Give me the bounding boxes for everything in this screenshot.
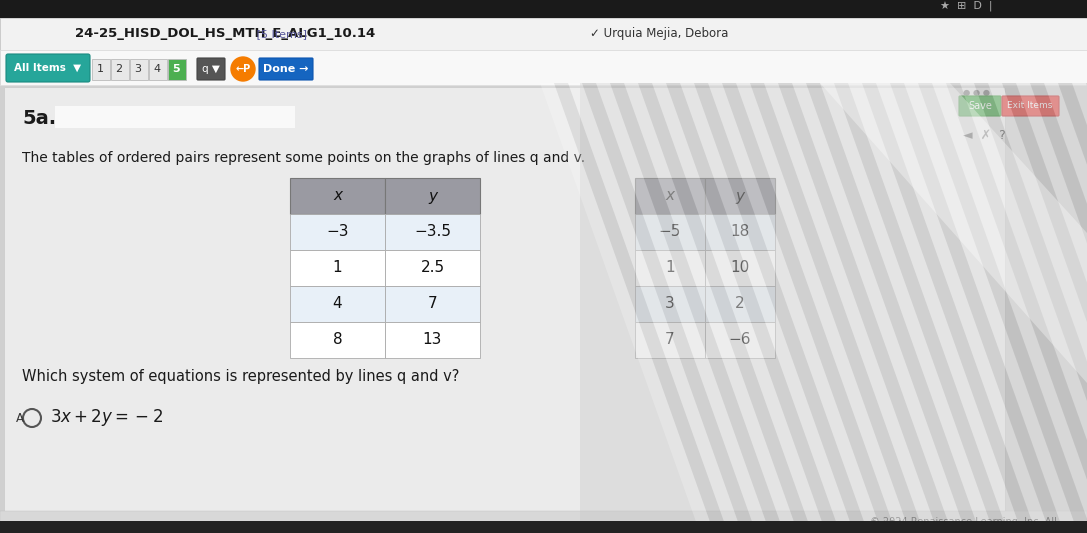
Text: ◄  ✗  ?: ◄ ✗ ? <box>963 128 1005 141</box>
FancyBboxPatch shape <box>290 214 385 250</box>
Text: 5a.: 5a. <box>22 109 57 127</box>
Polygon shape <box>932 83 1087 533</box>
FancyBboxPatch shape <box>705 286 775 322</box>
FancyBboxPatch shape <box>635 286 705 322</box>
Polygon shape <box>890 83 1064 533</box>
Text: −3: −3 <box>326 224 349 239</box>
Text: 5: 5 <box>172 64 179 74</box>
FancyBboxPatch shape <box>0 18 1087 50</box>
Polygon shape <box>708 83 882 533</box>
FancyBboxPatch shape <box>259 58 313 80</box>
Polygon shape <box>680 83 854 533</box>
Polygon shape <box>554 83 728 533</box>
Text: A: A <box>16 411 24 424</box>
Polygon shape <box>610 83 784 533</box>
Polygon shape <box>876 83 1050 533</box>
Text: 24-25_HISD_DOL_HS_MTH_E_ALG1_10.14: 24-25_HISD_DOL_HS_MTH_E_ALG1_10.14 <box>75 28 375 41</box>
FancyBboxPatch shape <box>959 96 1001 116</box>
Polygon shape <box>569 83 742 533</box>
FancyBboxPatch shape <box>290 250 385 286</box>
Polygon shape <box>1016 83 1087 533</box>
Text: 2.5: 2.5 <box>421 261 445 276</box>
Polygon shape <box>805 83 980 533</box>
Polygon shape <box>1030 83 1087 533</box>
Text: 8: 8 <box>333 333 342 348</box>
FancyBboxPatch shape <box>290 322 385 358</box>
Polygon shape <box>792 83 966 533</box>
Polygon shape <box>694 83 869 533</box>
Polygon shape <box>736 83 910 533</box>
Text: $3x + 2y = -2$: $3x + 2y = -2$ <box>50 408 163 429</box>
Polygon shape <box>904 83 1078 533</box>
FancyBboxPatch shape <box>385 178 480 214</box>
Polygon shape <box>652 83 826 533</box>
FancyBboxPatch shape <box>167 59 186 79</box>
FancyBboxPatch shape <box>7 54 90 82</box>
Text: 7: 7 <box>427 296 437 311</box>
Polygon shape <box>960 83 1087 533</box>
Polygon shape <box>834 83 1008 533</box>
FancyBboxPatch shape <box>705 322 775 358</box>
FancyBboxPatch shape <box>55 106 295 128</box>
Text: The tables of ordered pairs represent some points on the graphs of lines q and v: The tables of ordered pairs represent so… <box>22 151 585 165</box>
Text: −3.5: −3.5 <box>414 224 451 239</box>
Text: 2: 2 <box>735 296 745 311</box>
Text: © 2024 Renaissance Learning, Inc. All: © 2024 Renaissance Learning, Inc. All <box>870 517 1057 527</box>
Text: y: y <box>428 189 437 204</box>
FancyBboxPatch shape <box>149 59 166 79</box>
Polygon shape <box>582 83 755 533</box>
Text: Save: Save <box>969 101 992 111</box>
FancyBboxPatch shape <box>385 322 480 358</box>
Text: ●  ❋  ☐: ● ❋ ☐ <box>465 521 514 533</box>
FancyBboxPatch shape <box>0 0 1087 18</box>
FancyBboxPatch shape <box>129 59 148 79</box>
Polygon shape <box>1058 83 1087 533</box>
FancyBboxPatch shape <box>635 178 705 214</box>
Polygon shape <box>750 83 924 533</box>
Polygon shape <box>919 83 1087 533</box>
Text: y: y <box>736 189 745 204</box>
Text: −6: −6 <box>728 333 751 348</box>
Text: 7: 7 <box>665 333 675 348</box>
Polygon shape <box>722 83 896 533</box>
Text: −5: −5 <box>659 224 682 239</box>
FancyBboxPatch shape <box>635 322 705 358</box>
FancyBboxPatch shape <box>705 214 775 250</box>
FancyBboxPatch shape <box>705 178 775 214</box>
Polygon shape <box>764 83 938 533</box>
Text: 4: 4 <box>153 64 161 74</box>
FancyBboxPatch shape <box>385 214 480 250</box>
Polygon shape <box>848 83 1022 533</box>
FancyBboxPatch shape <box>635 214 705 250</box>
Polygon shape <box>974 83 1087 533</box>
FancyBboxPatch shape <box>0 85 1087 533</box>
Text: 10: 10 <box>730 261 750 276</box>
Polygon shape <box>778 83 952 533</box>
Text: Done →: Done → <box>263 64 309 74</box>
FancyBboxPatch shape <box>197 58 225 80</box>
FancyBboxPatch shape <box>0 511 1087 533</box>
FancyBboxPatch shape <box>0 50 1087 85</box>
Text: 3: 3 <box>665 296 675 311</box>
Polygon shape <box>1072 83 1087 533</box>
FancyBboxPatch shape <box>290 286 385 322</box>
Text: Oct 14: Oct 14 <box>870 520 902 530</box>
Polygon shape <box>700 83 1087 383</box>
Polygon shape <box>624 83 798 533</box>
Polygon shape <box>666 83 840 533</box>
Polygon shape <box>1002 83 1087 533</box>
Text: ★  ⊞  D  |: ★ ⊞ D | <box>940 1 992 11</box>
Polygon shape <box>988 83 1087 533</box>
FancyBboxPatch shape <box>0 523 1087 533</box>
Text: 1: 1 <box>665 261 675 276</box>
Text: q ▼: q ▼ <box>202 64 220 74</box>
FancyBboxPatch shape <box>705 250 775 286</box>
Polygon shape <box>862 83 1036 533</box>
Polygon shape <box>596 83 770 533</box>
Text: 2: 2 <box>115 64 123 74</box>
Text: x: x <box>665 189 675 204</box>
Text: 4: 4 <box>333 296 342 311</box>
Text: Which system of equations is represented by lines q and v?: Which system of equations is represented… <box>22 368 460 384</box>
Polygon shape <box>1044 83 1087 533</box>
